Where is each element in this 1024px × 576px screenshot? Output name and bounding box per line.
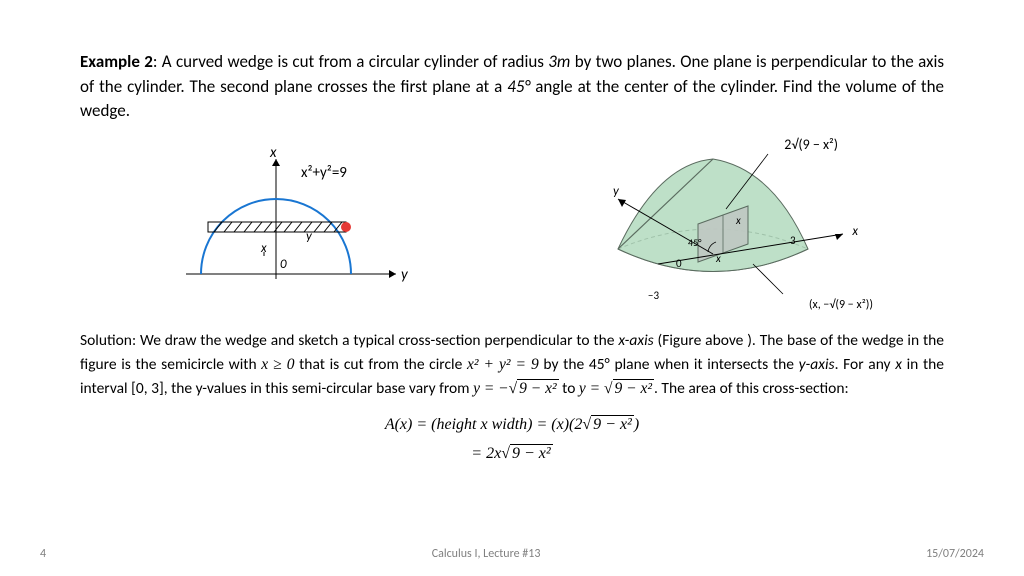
x-inner-label: x (736, 214, 741, 227)
area-formula: A(x) = (height x width) = (x)(29 − x²) =… (80, 411, 944, 469)
sqrt-formula-1: 9 − x² (582, 411, 633, 440)
figure-wedge-3d: 2√(9 − x²) y x x 45° x 0 3 −3 (x, −√(9 −… (558, 134, 878, 314)
three-label: 3 (790, 234, 796, 247)
x-base-label: x (716, 252, 721, 265)
x-label-3d: x (852, 224, 858, 239)
figure-semicircle: x x²+y²=9 y 0 x y (146, 144, 426, 304)
y-label-3d: y (613, 184, 619, 199)
angle-value: 45° (507, 76, 530, 97)
neg-three-label: −3 (648, 289, 659, 302)
semicircle-svg (146, 144, 426, 304)
top-width-label: 2√(9 − x²) (784, 136, 838, 153)
formula-line-2: = 2x9 − x² (80, 440, 944, 469)
y-var-label: y (306, 229, 312, 244)
example-label: Example 2 (80, 51, 153, 72)
solution-label: Solution: (80, 331, 136, 350)
wedge-svg (558, 134, 878, 314)
origin-3d: 0 (676, 257, 682, 270)
angle-45-label: 45° (688, 236, 702, 249)
radius-value: 3m (548, 51, 570, 72)
x-axis-top-label: x (270, 144, 277, 162)
sqrt-formula-2: 9 − x² (501, 440, 552, 469)
sqrt-low: 9 − x² (509, 377, 559, 401)
page-number: 4 (40, 547, 46, 561)
footer-center: Calculus I, Lecture #13 (432, 547, 541, 561)
sqrt-high: 9 − x² (604, 377, 654, 401)
problem-statement: Example 2: A curved wedge is cut from a … (80, 50, 944, 124)
x-var-label: x (261, 241, 267, 256)
origin-label: 0 (280, 257, 287, 272)
bottom-point-label: (x, −√(9 − x²)) (809, 298, 873, 312)
solution-paragraph: Solution: We draw the wedge and sketch a… (80, 329, 944, 401)
slide-footer: 4 Calculus I, Lecture #13 15/07/2024 (0, 547, 1024, 561)
formula-line-1: A(x) = (height x width) = (x)(29 − x²) (80, 411, 944, 440)
problem-text-1: A curved wedge is cut from a circular cy… (162, 51, 549, 72)
y-axis-right-label: y (401, 266, 408, 284)
figures-row: x x²+y²=9 y 0 x y (80, 134, 944, 314)
circle-equation: x²+y²=9 (301, 164, 347, 182)
footer-date: 15/07/2024 (926, 547, 984, 561)
